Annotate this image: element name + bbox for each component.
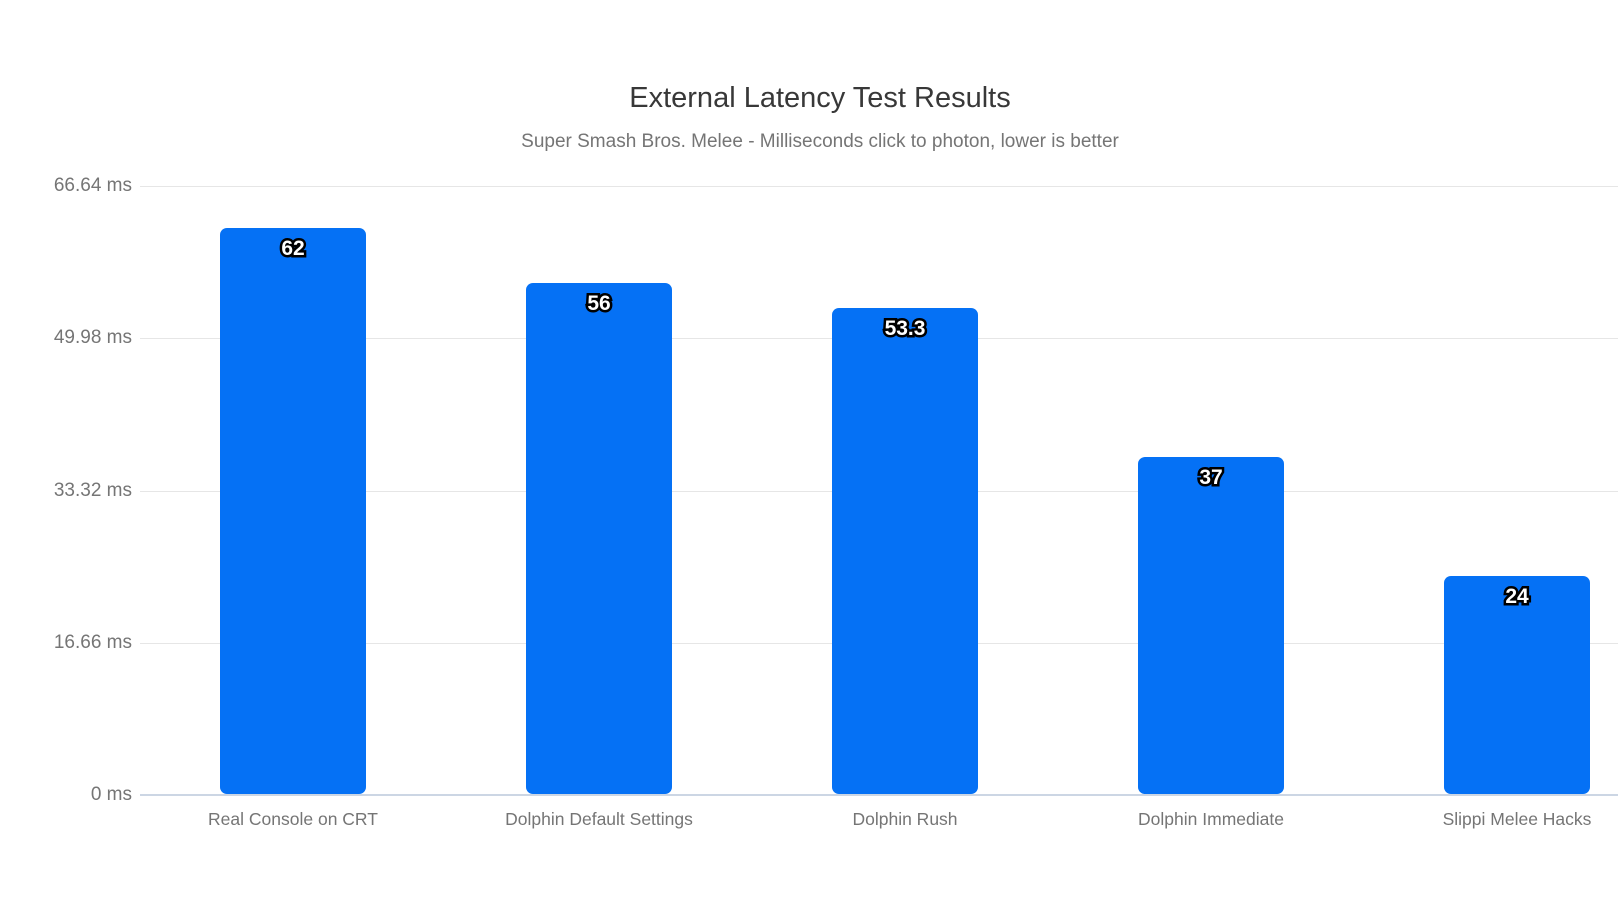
y-tick-label-2: 33.32 ms xyxy=(53,480,132,501)
bar-dolphin-immediate[interactable]: 37 37 xyxy=(1138,457,1284,794)
bar-dolphin-default-settings[interactable]: 56 56 xyxy=(526,283,672,794)
value-label-slippi-melee-hacks: 24 24 xyxy=(1503,583,1531,611)
value-label-real-console-on-crt: 62 62 xyxy=(279,235,307,263)
value-label-dolphin-default-settings: 56 56 xyxy=(585,290,613,318)
gridline-66.64-ms xyxy=(140,186,1618,187)
y-tick-label-1: 16.66 ms xyxy=(53,632,132,653)
x-axis-line xyxy=(140,794,1618,796)
value-label-dolphin-rush: 53.3 53.3 xyxy=(882,315,928,343)
bar-real-console-on-crt[interactable]: 62 62 xyxy=(220,228,366,794)
bar-slippi-melee-hacks[interactable]: 24 24 xyxy=(1444,576,1590,794)
chart-title: External Latency Test Results xyxy=(629,82,1011,114)
x-tick-label-slippi-melee-hacks: Slippi Melee Hacks xyxy=(1442,809,1592,829)
x-tick-label-dolphin-default-settings: Dolphin Default Settings xyxy=(505,809,693,829)
value-label-dolphin-immediate: 37 37 xyxy=(1197,464,1225,492)
y-tick-label-0: 0 ms xyxy=(90,784,132,805)
chart-subtitle: Super Smash Bros. Melee - Milliseconds c… xyxy=(521,131,1119,152)
x-tick-label-dolphin-immediate: Dolphin Immediate xyxy=(1138,809,1284,829)
y-tick-label-3: 49.98 ms xyxy=(53,327,132,348)
bar-dolphin-rush[interactable]: 53.3 53.3 xyxy=(832,308,978,794)
x-tick-label-dolphin-rush: Dolphin Rush xyxy=(852,809,958,829)
y-tick-label-4: 66.64 ms xyxy=(53,175,132,196)
x-tick-label-real-console-on-crt: Real Console on CRT xyxy=(208,809,378,829)
